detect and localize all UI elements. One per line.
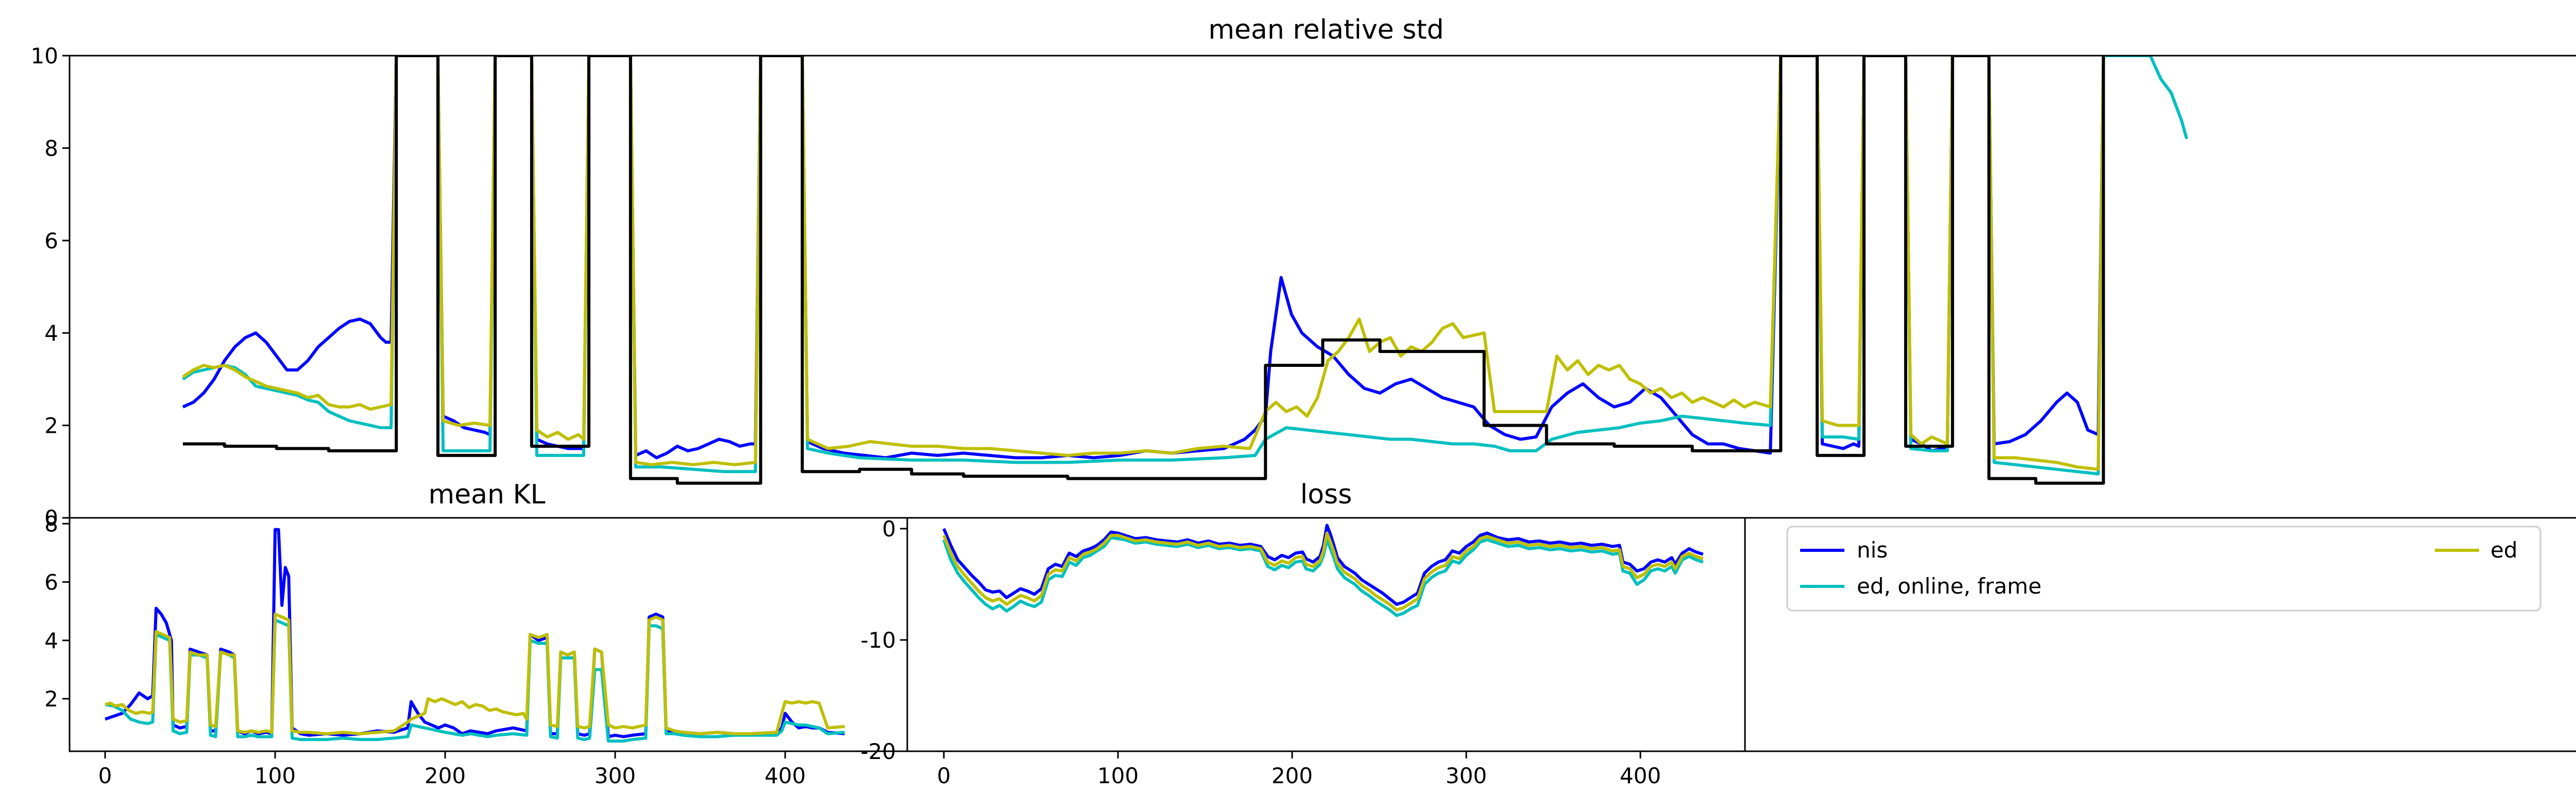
legend-panel-frame [1744, 517, 2576, 752]
loss-ytick-label: 0 [882, 516, 896, 542]
legend-entry-ed: ed [2435, 537, 2518, 563]
legend-entry-ed-online-frame: ed, online, frame [1800, 573, 2042, 599]
loss-lines [942, 524, 1704, 617]
std-series-black [183, 56, 2105, 485]
std-ytick-label: 0 [44, 505, 58, 531]
std-ytick-label: 4 [44, 320, 58, 346]
kl-lines [105, 528, 845, 743]
legend-box [1786, 526, 2541, 612]
legend-label-nis: nis [1857, 537, 1888, 563]
loss-axes: loss -20 -10 0 0 100 200 300 400 [860, 479, 1746, 788]
loss-xtick-label: 400 [1620, 763, 1661, 788]
loss-title: loss [1300, 479, 1352, 510]
kl-ticks: 2 4 6 8 0 100 200 300 400 [44, 511, 806, 788]
kl-xtick-label: 200 [425, 763, 466, 788]
loss-ytick-label: -10 [860, 628, 896, 653]
kl-title: mean KL [428, 479, 545, 510]
kl-xtick-label: 300 [595, 763, 636, 788]
kl-ytick-label: 6 [44, 570, 58, 595]
std-series-nis [182, 56, 2105, 460]
std-axes: mean relative std 0 2 4 6 8 10 [31, 14, 2576, 531]
legend-axes: nis ed, online, frame ed [1744, 517, 2576, 752]
kl-ytick-label: 4 [44, 628, 58, 653]
std-ytick-label: 10 [31, 43, 58, 69]
kl-xtick-label: 0 [98, 763, 112, 788]
std-series-ed-online-frame [182, 56, 2189, 476]
loss-xtick-label: 300 [1446, 763, 1487, 788]
std-ytick-label: 6 [44, 228, 58, 254]
kl-series-ed [105, 612, 845, 735]
std-ticks: 0 2 4 6 8 10 [31, 43, 70, 531]
loss-ticks: -20 -10 0 0 100 200 300 400 [860, 516, 1661, 788]
kl-xtick-label: 100 [255, 763, 296, 788]
std-title: mean relative std [1208, 14, 1444, 45]
loss-series-nis [942, 524, 1704, 606]
loss-xtick-label: 200 [1272, 763, 1313, 788]
kl-xtick-label: 400 [765, 763, 806, 788]
loss-xtick-label: 100 [1097, 763, 1139, 788]
loss-series-ed [942, 531, 1704, 612]
kl-ytick-label: 8 [44, 511, 58, 536]
legend-label-ed: ed [2490, 537, 2518, 563]
legend: nis ed, online, frame ed [1786, 526, 2541, 612]
std-ytick-label: 8 [44, 136, 58, 161]
loss-xtick-label: 0 [937, 763, 951, 788]
legend-label-ed-online-frame: ed, online, frame [1857, 573, 2042, 599]
std-ytick-label: 2 [44, 413, 58, 438]
kl-ytick-label: 2 [44, 686, 58, 712]
loss-ytick-label: -20 [860, 739, 896, 764]
legend-entry-nis: nis [1800, 537, 1888, 563]
std-lines [182, 56, 2189, 485]
